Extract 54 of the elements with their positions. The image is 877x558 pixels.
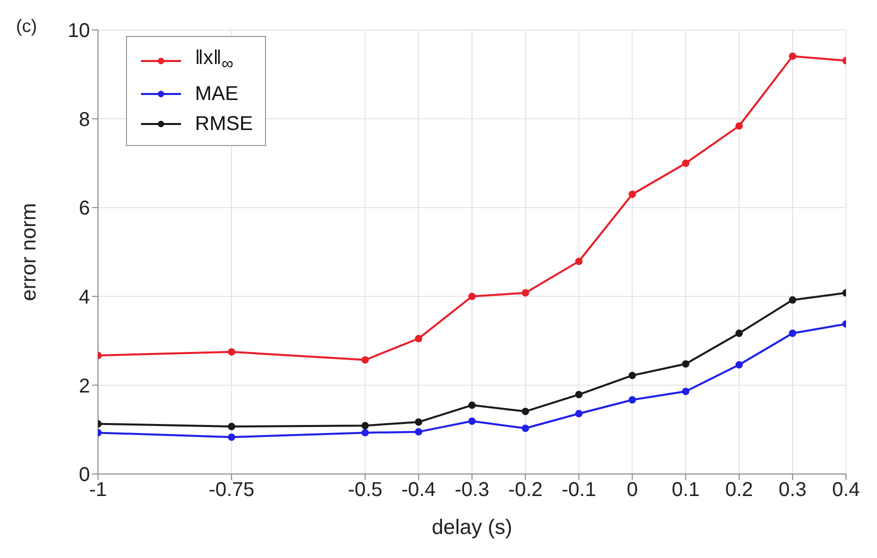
x-tick-label: -0.75: [208, 479, 254, 502]
x-axis-title: delay (s): [432, 516, 512, 539]
x-tick-label: -0.5: [348, 479, 382, 502]
x-tick-label: 0.3: [778, 479, 806, 502]
point: [628, 396, 636, 404]
point: [414, 418, 422, 426]
point: [522, 408, 530, 416]
point: [575, 258, 583, 266]
y-tick-label: 6: [78, 198, 90, 220]
x-tick-label: 0: [626, 479, 638, 502]
legend-label: ‖x‖$_{∞}$: [195, 46, 234, 75]
y-tick-label: 8: [78, 108, 90, 131]
point: [228, 348, 236, 356]
point: [361, 429, 369, 436]
x-tick-label: 0.1: [672, 479, 700, 502]
legend-label: RMSE: [195, 112, 253, 137]
point: [522, 424, 530, 432]
point: [468, 417, 476, 425]
point: [682, 160, 690, 167]
point: [575, 390, 583, 398]
point: [468, 292, 476, 300]
point: [735, 361, 743, 368]
point: [682, 388, 690, 396]
x-tick-label: -0.1: [562, 479, 596, 502]
x-tick-label: -0.3: [454, 479, 490, 502]
x-tick-label: -0.2: [508, 479, 543, 502]
point: [735, 330, 743, 337]
point: [788, 296, 796, 304]
x-tick-label: 0.2: [725, 479, 754, 502]
point: [468, 401, 476, 409]
y-axis-title: error norm: [17, 202, 40, 302]
point: [414, 334, 422, 342]
point: [228, 422, 236, 430]
y-tick-label: 2: [78, 375, 90, 398]
x-tick-label: -0.4: [401, 479, 436, 502]
point: [628, 190, 636, 198]
x-tick-label: -1: [89, 479, 107, 502]
y-tick-label: 4: [78, 286, 90, 308]
point: [628, 372, 636, 380]
point: [735, 122, 743, 130]
x-tick-label: 0.4: [832, 479, 860, 502]
point: [682, 360, 690, 368]
point: [361, 422, 369, 430]
y-tick-label: 10: [68, 20, 90, 42]
y-tick-label: 0: [78, 464, 90, 486]
point: [361, 356, 369, 364]
legend-label: MAE: [195, 82, 238, 107]
point: [788, 330, 796, 337]
point: [228, 433, 236, 441]
point: [522, 289, 530, 297]
point: [575, 410, 583, 418]
point: [788, 52, 796, 60]
point: [414, 428, 422, 436]
text: (c): [16, 16, 37, 37]
